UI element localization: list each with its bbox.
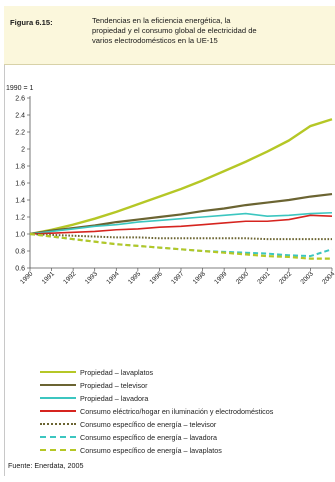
series-line-7 bbox=[29, 232, 332, 260]
legend-label: Propiedad – televisor bbox=[80, 381, 148, 390]
x-tick-label: 1998 bbox=[192, 270, 208, 286]
legend-swatch bbox=[40, 394, 76, 403]
legend-label: Consumo específico de energía – lavadora bbox=[80, 433, 218, 442]
series-line-5 bbox=[29, 233, 332, 241]
legend-label: Consumo específico de energía – lavaplat… bbox=[80, 446, 222, 455]
legend-item: Consumo específico de energía – lavadora bbox=[40, 433, 335, 442]
legend-swatch bbox=[40, 420, 76, 429]
legend-swatch bbox=[40, 368, 76, 377]
legend-label: Consumo eléctrico/hogar en iluminación y… bbox=[80, 407, 274, 416]
x-tick-label: 1993 bbox=[84, 270, 100, 286]
figure-header: Figura 6.15: Tendencias en la eficiencia… bbox=[4, 6, 335, 65]
series-line-4 bbox=[29, 214, 333, 235]
figure-source: Fuente: Enerdata, 2005 bbox=[8, 461, 84, 470]
x-tick-label: 2004 bbox=[321, 270, 335, 286]
x-tick-label: 1995 bbox=[127, 270, 143, 286]
figure-number: Figura 6.15: bbox=[10, 18, 53, 27]
axis-note: 1990 = 1 bbox=[6, 85, 34, 92]
x-tick-label: 1990 bbox=[19, 270, 35, 286]
y-tick-label: 2 bbox=[21, 146, 25, 153]
legend-swatch bbox=[40, 446, 76, 455]
y-tick-label: 1.4 bbox=[15, 197, 25, 204]
y-tick-label: 1.8 bbox=[15, 163, 25, 170]
y-tick-label: 0.6 bbox=[15, 265, 25, 272]
legend-item: Consumo eléctrico/hogar en iluminación y… bbox=[40, 407, 335, 416]
x-tick-label: 1991 bbox=[41, 270, 57, 286]
legend-item: Propiedad – televisor bbox=[40, 381, 335, 390]
legend-item: Consumo específico de energía – lavaplat… bbox=[40, 446, 335, 455]
y-tick-label: 2.4 bbox=[15, 112, 25, 119]
legend-swatch bbox=[40, 381, 76, 390]
y-tick-label: 1.6 bbox=[15, 180, 25, 187]
chart-legend: Propiedad – lavaplatos Propiedad – televi… bbox=[40, 368, 335, 459]
series-line-1 bbox=[29, 118, 333, 236]
y-tick-label: 0.8 bbox=[15, 248, 25, 255]
y-tick-label: 2.6 bbox=[15, 95, 25, 102]
x-tick-label: 1994 bbox=[105, 270, 121, 286]
legend-item: Consumo específico de energía – televiso… bbox=[40, 420, 335, 429]
y-tick-label: 1.2 bbox=[15, 214, 25, 221]
legend-swatch bbox=[40, 407, 76, 416]
series-line-3 bbox=[29, 211, 333, 235]
x-tick-label: 1996 bbox=[149, 270, 165, 286]
legend-item: Propiedad – lavadora bbox=[40, 394, 335, 403]
legend-label: Propiedad – lavaplatos bbox=[80, 368, 154, 377]
x-tick-label: 1999 bbox=[213, 270, 229, 286]
line-chart: 1990 = 1 0.6 0.8 1.0 1.2 1.4 1.6 1.8 2 2.2 2.4 2.6 1… bbox=[6, 85, 335, 286]
x-tick-label: 2003 bbox=[300, 270, 316, 286]
figure-border bbox=[4, 6, 5, 476]
legend-swatch bbox=[40, 433, 76, 442]
x-tick-label: 1992 bbox=[62, 270, 78, 286]
x-tick-label: 2000 bbox=[235, 270, 251, 286]
figure-title: Tendencias en la eficiencia energética, … bbox=[92, 16, 257, 45]
x-tick-label: 2001 bbox=[256, 270, 272, 286]
x-tick-label: 2002 bbox=[278, 270, 294, 286]
y-tick-label: 1.0 bbox=[15, 231, 25, 238]
legend-label: Propiedad – lavadora bbox=[80, 394, 149, 403]
legend-item: Propiedad – lavaplatos bbox=[40, 368, 335, 377]
y-tick-label: 2.2 bbox=[15, 129, 25, 136]
series-line-2 bbox=[29, 192, 333, 236]
legend-label: Consumo específico de energía – televiso… bbox=[80, 420, 217, 429]
x-tick-label: 1997 bbox=[170, 270, 186, 286]
